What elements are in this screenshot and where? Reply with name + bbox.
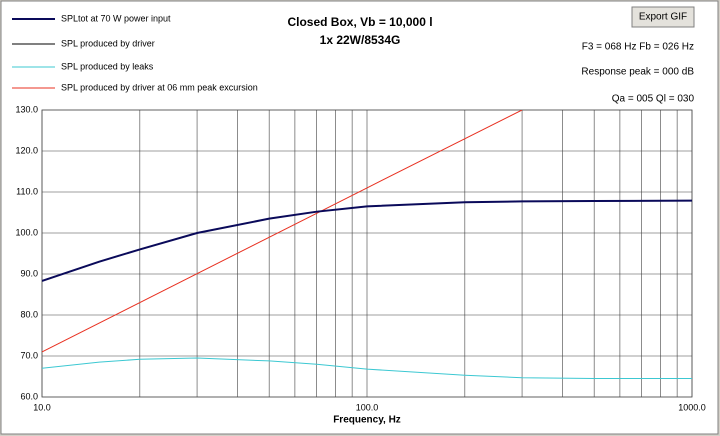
series-line <box>42 199 692 282</box>
legend-label: SPLtot at 70 W power input <box>61 13 171 23</box>
export-button[interactable] <box>631 6 695 28</box>
y-tick-label: 120.0 <box>15 145 38 155</box>
legend-label: SPL produced by driver at 06 mm peak exc… <box>61 82 258 92</box>
y-tick-label: 130.0 <box>15 104 38 114</box>
y-tick-label: 110.0 <box>16 186 38 196</box>
annotation: F3 = 068 Hz Fb = 026 Hz <box>582 42 694 53</box>
chart-title: Closed Box, Vb = 10,000 l <box>287 15 432 29</box>
x-tick-label: 100.0 <box>356 402 379 412</box>
y-tick-label: 100.0 <box>15 227 38 237</box>
x-axis-label: Frequency, Hz <box>333 415 401 426</box>
x-tick-label: 10.0 <box>33 402 51 412</box>
chart-subtitle: 1x 22W/8534G <box>320 33 401 47</box>
annotation: Response peak = 000 dB <box>581 67 694 78</box>
y-tick-label: 80.0 <box>20 309 38 319</box>
legend-label: SPL produced by leaks <box>61 61 154 71</box>
series-group <box>42 110 692 380</box>
y-tick-label: 90.0 <box>20 268 38 278</box>
series-line <box>42 110 523 353</box>
y-tick-label: 60.0 <box>20 391 38 401</box>
x-tick-label: 1000.0 <box>678 402 706 412</box>
button-label[interactable]: Export GIF <box>639 12 687 23</box>
y-tick-label: 70.0 <box>20 350 38 360</box>
legend-label: SPL produced by driver <box>61 38 155 48</box>
series-line <box>42 357 692 380</box>
annotation: Qa = 005 Ql = 030 <box>612 94 695 105</box>
